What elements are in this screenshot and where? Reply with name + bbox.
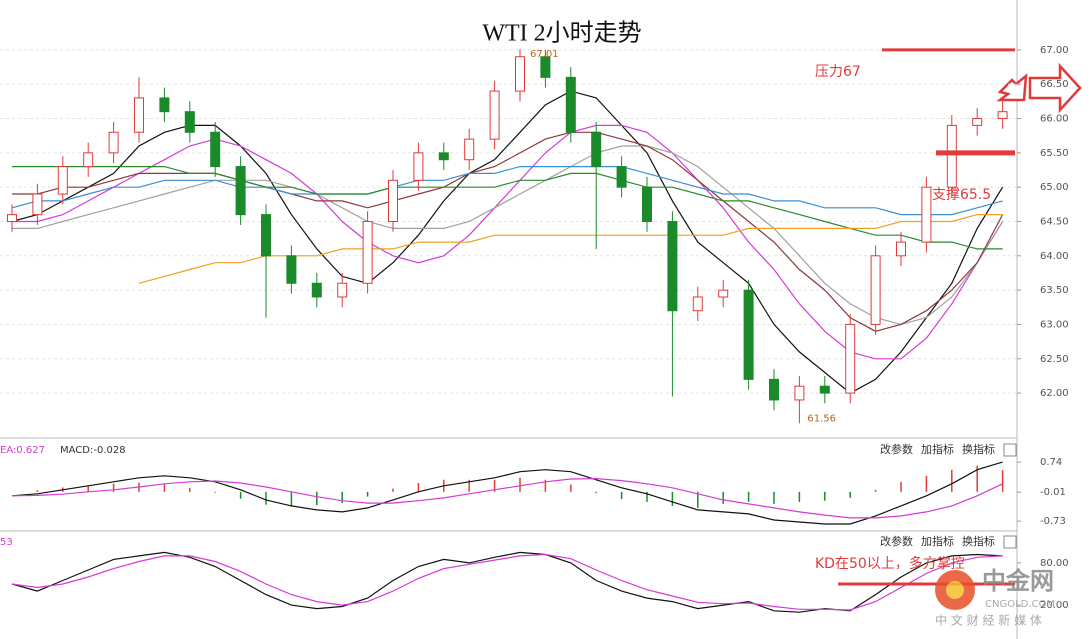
chart-title: WTI 2小时走势 [482,20,641,47]
candle-body [464,138,475,161]
indicator-line [11,477,1003,519]
candle-body [997,111,1008,120]
candle-body [667,220,678,312]
candle-body [921,186,932,243]
y-tick-label: 65.50 [1040,148,1069,159]
y-tick-label: 64.50 [1040,216,1069,227]
indicator-line [12,145,1004,326]
indicator-line [11,461,1003,525]
close-button[interactable] [1003,535,1017,549]
candle-body [616,166,627,188]
reference-label: 支撑65.5 [932,187,991,203]
candle-body [159,97,170,113]
candle-body [972,118,983,126]
watermark-slogan: 中 文 财 经 新 媒 体 [935,613,1042,628]
candle-body [489,90,500,140]
candle-body [108,131,119,154]
candle-body [870,255,881,325]
candle-body [83,152,94,168]
candle-body [642,186,652,222]
candle-body [769,378,779,401]
candle-body [337,282,348,298]
candle-body [438,152,449,161]
y-tick-label: 62.00 [1040,388,1069,399]
candle-body [845,323,856,394]
indicator-line [11,90,1004,394]
indicator-line [12,131,1004,332]
indicator-line [12,166,1003,250]
candle-body [896,241,906,257]
y-tick-label: 63.00 [1040,319,1069,330]
watermark: 中金网 CNGOLD.COM 中 文 财 经 新 媒 体 [935,567,1055,628]
indicator-header: 53 [0,537,13,548]
arrow-icon [1028,62,1082,114]
candle-body [57,166,68,195]
candle-body [210,131,221,168]
indicator-header: MACD:-0.028 [60,445,126,456]
candle-body [261,214,271,257]
logo [946,581,964,599]
watermark-site: CNGOLD.COM [985,599,1055,610]
indicator-line [138,214,1003,284]
candle-body [362,220,373,284]
indicator-line [11,553,1003,611]
candle-body [743,289,754,380]
candle-body [184,111,195,133]
toolbar-button[interactable]: 换指标 [962,442,995,456]
candle-body [794,385,805,401]
y-tick-label: 62.50 [1040,354,1069,365]
y-tick-label: 66.50 [1040,79,1069,90]
y-tick-label: -0.73 [1040,516,1066,527]
candle-body [565,76,576,133]
y-tick-label: 0.74 [1040,457,1062,468]
toolbar-button[interactable]: 改参数 [880,534,913,548]
annotation: 67.01 [530,49,559,60]
toolbar: 改参数 加指标 换指标 改参数 加指标 换指标 [880,442,1017,549]
toolbar-button[interactable]: 加指标 [921,534,954,548]
candle-body [32,193,43,216]
candle-body [718,289,729,298]
y-tick-label: 67.00 [1040,45,1069,56]
toolbar-button[interactable]: 改参数 [880,442,913,456]
candle-body [311,282,322,298]
candle-body [413,152,424,181]
indicator-line [12,124,1004,360]
arrow-icon [996,73,1028,102]
candle-body [946,124,957,188]
toolbar-button[interactable]: 加指标 [921,442,954,456]
reference-label: 压力67 [815,64,861,80]
candle-body [286,255,297,284]
candle-body [692,296,703,312]
y-tick-label: 80.00 [1040,558,1069,569]
candle-body [235,166,246,216]
indicator-header: EA:0.627 [0,445,45,456]
y-tick-label: 66.00 [1040,114,1069,125]
y-tick-label: 20.00 [1040,600,1069,611]
candle-body [540,56,551,78]
y-tick-label: -0.01 [1040,487,1066,498]
candle-body [134,97,144,133]
close-button[interactable] [1003,443,1017,457]
candle-body [591,131,602,168]
candle-body [388,179,398,222]
reference-label: KD在50以上，多方掌控 [815,555,965,572]
indicator-line [11,166,1003,216]
watermark-name: 中金网 [982,567,1054,595]
toolbar-button[interactable]: 换指标 [962,534,995,548]
candle-body [7,214,17,222]
y-tick-label: 63.50 [1040,285,1069,296]
y-tick-label: 65.00 [1040,182,1069,193]
candle-body [515,56,525,92]
y-tick-label: 64.00 [1040,251,1069,262]
candle-body [819,385,830,394]
annotation: 61.56 [807,413,836,424]
